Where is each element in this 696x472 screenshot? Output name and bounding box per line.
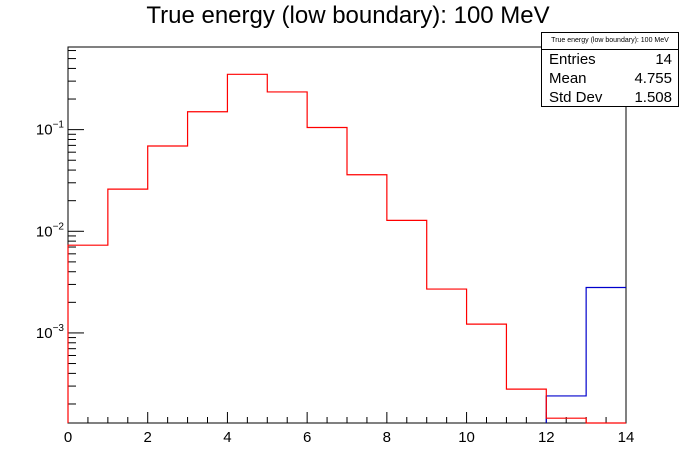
x-tick-label: 4 [223,429,231,446]
series-layer [67,73,626,424]
x-tick-label: 14 [618,429,635,446]
x-tick-label: 2 [144,429,152,446]
stats-box: True energy (low boundary): 100 MeV Entr… [541,32,679,107]
stats-title: True energy (low boundary): 100 MeV [542,33,678,50]
stats-row-entries: Entries 14 [542,50,678,69]
stats-label: Std Dev [549,89,603,106]
stats-value: 1.508 [634,89,672,106]
histogram-series-0 [545,286,626,423]
stats-label: Mean [549,70,587,87]
x-tick-label: 10 [458,429,475,446]
y-tick-label: 10−1 [36,120,65,139]
stats-value: 4.755 [634,70,672,87]
y-tick-label: 10−3 [36,323,65,342]
y-tick-label: 10−2 [36,221,65,240]
x-tick-label: 6 [303,429,311,446]
y-axis: 10−1 10−2 10−3 [36,50,84,405]
histogram-series-1 [67,73,626,424]
stats-value: 14 [655,51,672,68]
x-tick-label: 0 [64,429,72,446]
x-axis: 0 2 4 6 8 10 12 14 [64,412,635,446]
x-tick-label: 8 [383,429,391,446]
stats-row-mean: Mean 4.755 [542,69,678,88]
stats-label: Entries [549,51,596,68]
x-tick-label: 12 [538,429,555,446]
chart-title: True energy (low boundary): 100 MeV [146,2,550,29]
stats-row-stddev: Std Dev 1.508 [542,88,678,107]
